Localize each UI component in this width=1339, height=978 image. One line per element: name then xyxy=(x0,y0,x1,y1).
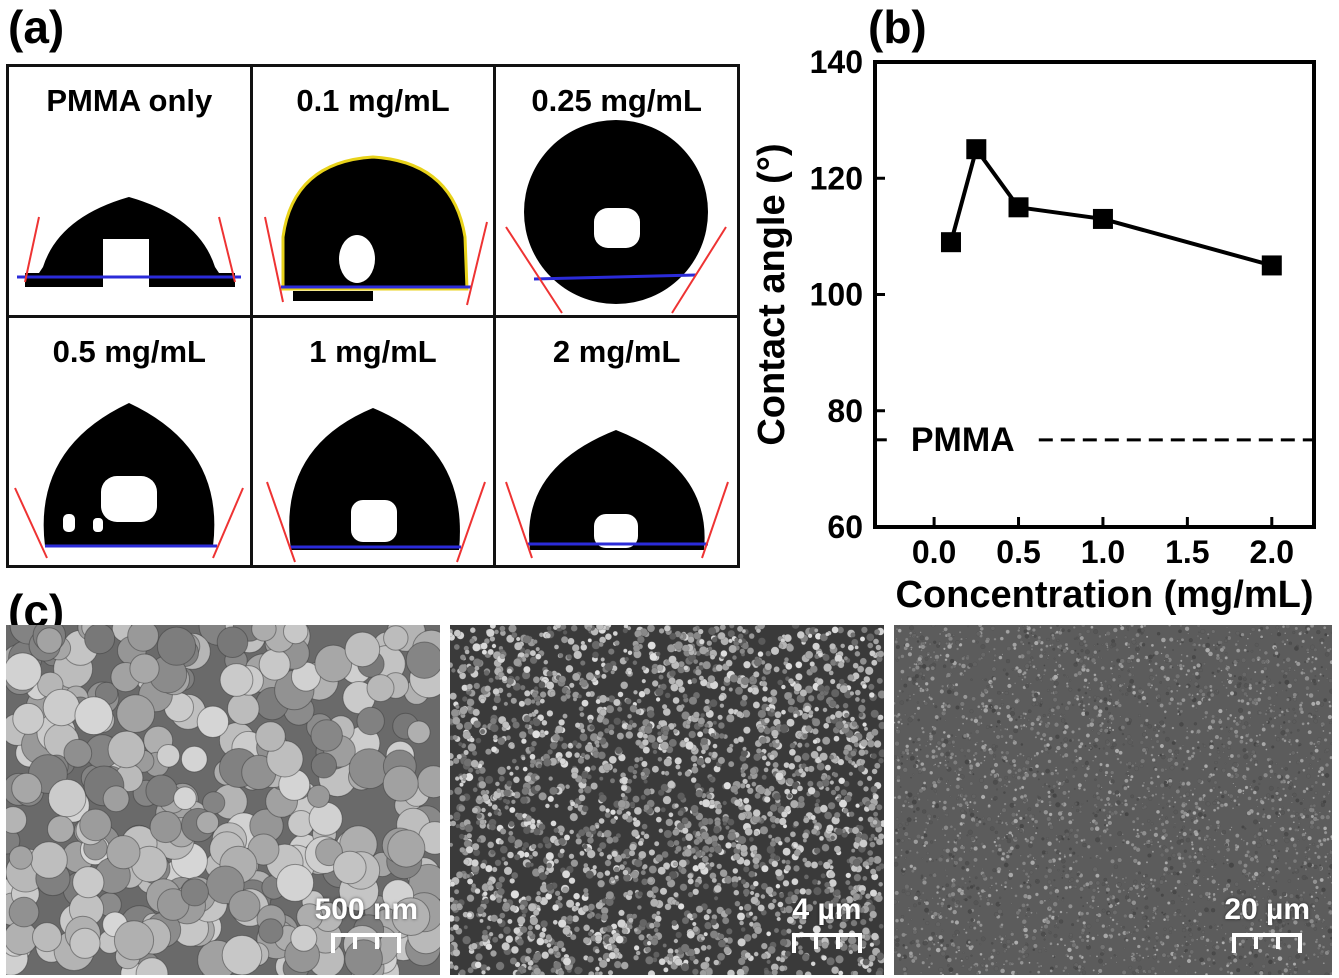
x-axis-label: Concentration (mg/mL) xyxy=(896,574,1314,616)
x-tick-label: 1.5 xyxy=(1165,534,1209,570)
droplet-drawing xyxy=(265,407,486,562)
droplet-image-pmma-only: PMMA only xyxy=(9,67,250,315)
droplet-label: 1 mg/mL xyxy=(309,333,437,369)
data-point xyxy=(966,139,987,160)
y-tick-label: 80 xyxy=(827,393,863,429)
droplet-label: PMMA only xyxy=(46,83,213,118)
panel-label-b: (b) xyxy=(868,1,927,53)
sem-image-texture xyxy=(450,625,884,975)
droplet-image-2: 2 mg/mL xyxy=(496,317,737,565)
sem-image-1: 500 nm xyxy=(6,625,440,975)
x-tick-label: 1.0 xyxy=(1081,534,1125,570)
scale-bar: 20 µm xyxy=(1224,895,1310,955)
droplet-label: 2 mg/mL xyxy=(552,333,681,369)
y-tick-label: 60 xyxy=(827,509,863,545)
data-point xyxy=(1092,208,1113,229)
data-point xyxy=(940,232,961,253)
droplet-drawing xyxy=(505,120,728,314)
x-tick-label: 0.5 xyxy=(996,534,1040,570)
y-tick-label: 140 xyxy=(810,44,863,80)
droplet-label: 0.1 mg/mL xyxy=(296,83,450,118)
scale-bar: 500 nm xyxy=(315,895,418,955)
x-tick-label: 2.0 xyxy=(1250,534,1294,570)
droplet-drawing xyxy=(17,197,241,289)
y-tick-label: 100 xyxy=(810,277,863,313)
scale-bar-graphic xyxy=(331,933,402,953)
scale-bar-graphic xyxy=(1232,933,1303,953)
sem-image-3: 20 µm xyxy=(894,625,1332,975)
plot-frame xyxy=(873,60,1316,529)
droplet-drawing xyxy=(14,402,244,558)
droplet-image-1: 1 mg/mL xyxy=(252,317,494,565)
droplet-image-0-5: 0.5 mg/mL xyxy=(9,317,250,565)
sem-image-texture xyxy=(6,625,440,975)
reference-line-label: PMMA xyxy=(911,421,1015,459)
droplet-drawing xyxy=(505,429,730,558)
scale-bar: 4 µm xyxy=(792,895,862,955)
scale-bar-graphic xyxy=(792,933,862,953)
contact-angle-image-grid: PMMA only 0.1 mg/mL 0.25 mg/mL xyxy=(6,64,740,568)
scale-bar-label: 20 µm xyxy=(1224,893,1310,926)
data-point xyxy=(1008,197,1029,218)
scale-bar-label: 4 µm xyxy=(792,893,862,926)
chart-series xyxy=(940,139,1282,276)
droplet-image-0-1: 0.1 mg/mL xyxy=(252,67,494,315)
y-tick-label: 120 xyxy=(810,160,863,196)
chart-ticks: 60 80 100 120 140 0.0 0.5 1.0 1.5 2.0 xyxy=(810,44,1294,570)
sem-image-2: 4 µm xyxy=(450,625,884,975)
panel-label-a: (a) xyxy=(8,1,65,53)
droplet-label: 0.25 mg/mL xyxy=(531,83,702,118)
contact-angle-chart: 60 80 100 120 140 0.0 0.5 1.0 1.5 2.0 PMMA Concen… xyxy=(751,44,1316,616)
x-tick-label: 0.0 xyxy=(912,534,956,570)
droplet-label: 0.5 mg/mL xyxy=(52,333,206,369)
droplet-image-0-25: 0.25 mg/mL xyxy=(496,67,737,315)
y-axis-label: Contact angle (°) xyxy=(751,143,793,445)
sem-image-texture xyxy=(894,625,1332,975)
droplet-drawing xyxy=(263,155,488,306)
scale-bar-label: 500 nm xyxy=(314,893,418,926)
series-line xyxy=(949,144,1273,268)
data-point xyxy=(1261,255,1282,276)
